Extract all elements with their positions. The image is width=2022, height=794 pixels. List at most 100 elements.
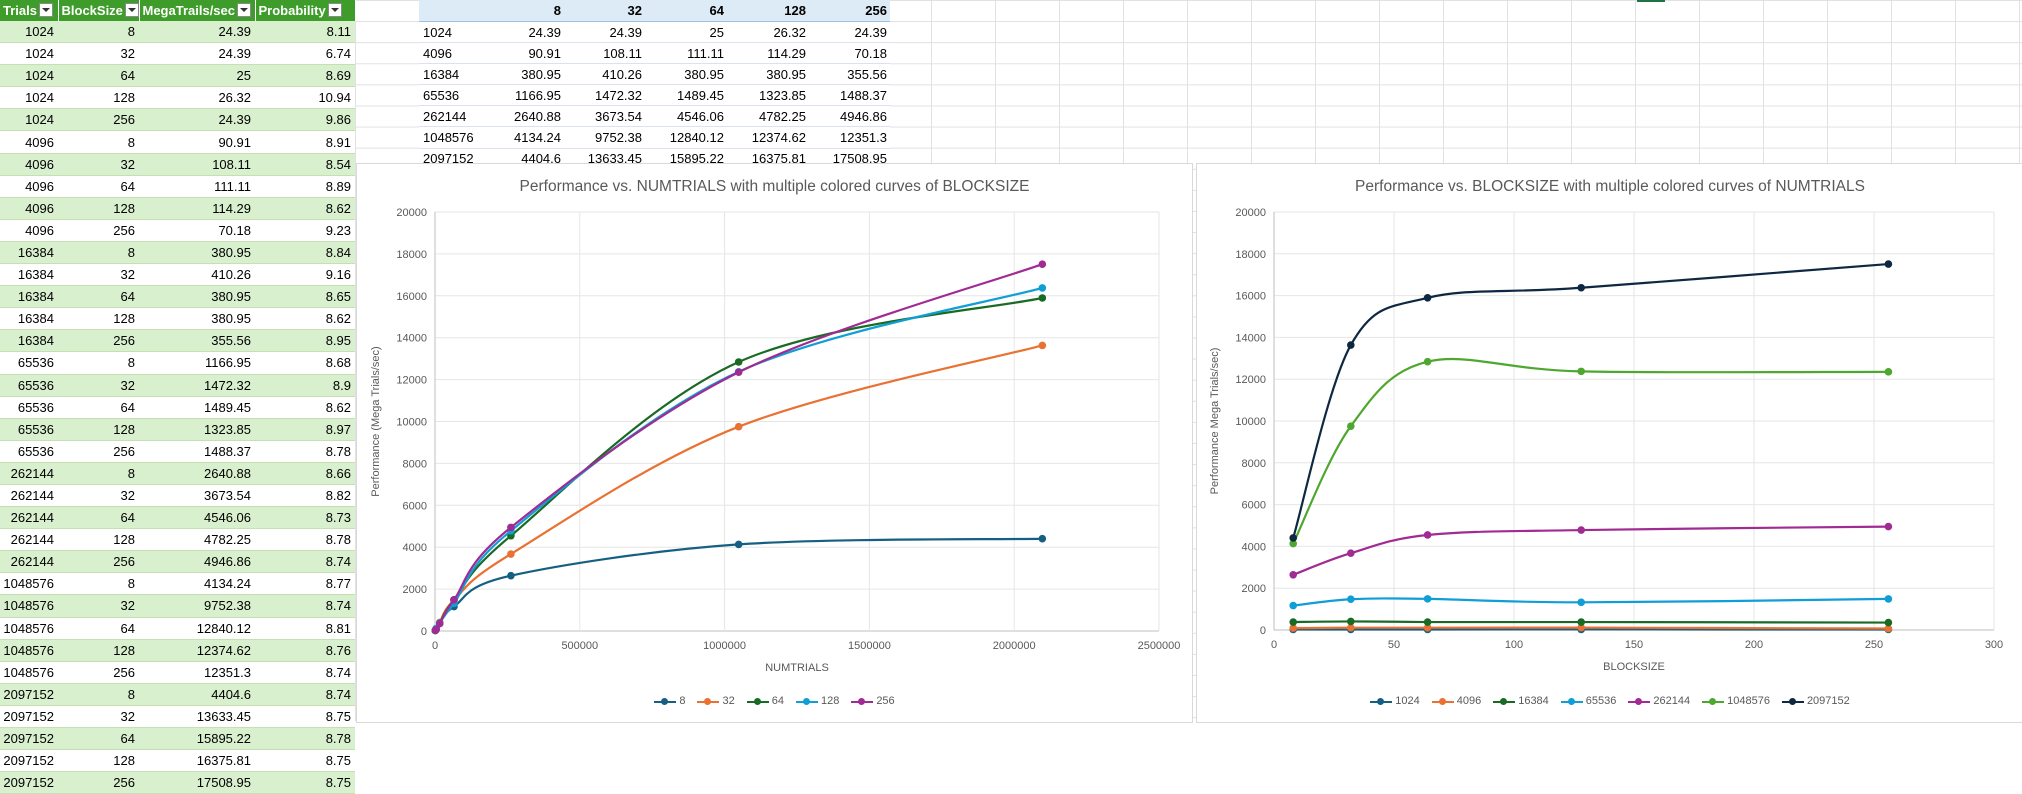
data-point[interactable]	[1347, 618, 1355, 626]
table-cell[interactable]: 8.73	[255, 507, 355, 529]
table-cell[interactable]: 8.11	[255, 21, 355, 43]
table-cell[interactable]: 64	[58, 728, 139, 750]
data-point[interactable]	[1347, 341, 1355, 349]
table-cell[interactable]: 8	[58, 241, 139, 263]
table-cell[interactable]: 8.62	[255, 308, 355, 330]
table-cell[interactable]: 114.29	[139, 197, 255, 219]
table-cell[interactable]: 64	[58, 65, 139, 87]
data-point[interactable]	[1424, 294, 1432, 302]
table-cell[interactable]: 1489.45	[139, 396, 255, 418]
series-line[interactable]	[435, 264, 1042, 630]
data-point[interactable]	[450, 596, 458, 604]
pivot-cell[interactable]: 70.18	[809, 43, 890, 64]
data-point[interactable]	[735, 358, 743, 366]
table-cell[interactable]: 256	[58, 440, 139, 462]
pivot-column-header[interactable]	[419, 0, 483, 22]
series-line[interactable]	[1293, 264, 1888, 538]
data-point[interactable]	[1424, 531, 1432, 539]
pivot-cell[interactable]: 4546.06	[645, 106, 727, 127]
filter-dropdown-icon[interactable]	[328, 3, 342, 17]
pivot-cell[interactable]: 1489.45	[645, 85, 727, 106]
legend-item[interactable]: 32	[697, 695, 734, 707]
pivot-cell[interactable]: 380.95	[727, 64, 809, 85]
table-cell[interactable]: 8.78	[255, 529, 355, 551]
data-point[interactable]	[1039, 535, 1047, 543]
table-cell[interactable]: 32	[58, 595, 139, 617]
pivot-cell[interactable]: 410.26	[564, 64, 645, 85]
data-point[interactable]	[1885, 595, 1893, 603]
table-cell[interactable]: 16375.81	[139, 750, 255, 772]
data-point[interactable]	[1885, 523, 1893, 531]
table-cell[interactable]: 25	[139, 65, 255, 87]
legend-item[interactable]: 64	[747, 695, 784, 707]
data-point[interactable]	[1885, 619, 1893, 627]
data-point[interactable]	[1885, 260, 1893, 268]
data-point[interactable]	[1039, 342, 1047, 350]
table-cell[interactable]: 16384	[0, 330, 58, 352]
pivot-cell[interactable]: 24.39	[483, 22, 564, 43]
pivot-cell[interactable]: 1323.85	[727, 85, 809, 106]
table-cell[interactable]: 17508.95	[139, 772, 255, 794]
table-cell[interactable]: 128	[58, 308, 139, 330]
pivot-row-header[interactable]: 4096	[419, 43, 483, 64]
table-cell[interactable]: 8.91	[255, 131, 355, 153]
table-cell[interactable]: 24.39	[139, 21, 255, 43]
legend-item[interactable]: 256	[851, 695, 894, 707]
chart-performance-vs-blocksize[interactable]: Performance vs. BLOCKSIZE with multiple …	[1196, 163, 2022, 723]
table-cell[interactable]: 4946.86	[139, 551, 255, 573]
data-point[interactable]	[1424, 595, 1432, 603]
pivot-row-header[interactable]: 16384	[419, 64, 483, 85]
data-point[interactable]	[735, 541, 743, 549]
column-header[interactable]: MegaTrails/sec	[139, 0, 255, 21]
table-cell[interactable]: 32	[58, 484, 139, 506]
table-cell[interactable]: 1048576	[0, 573, 58, 595]
table-cell[interactable]: 6.74	[255, 43, 355, 65]
table-cell[interactable]: 64	[58, 396, 139, 418]
table-cell[interactable]: 2097152	[0, 750, 58, 772]
table-cell[interactable]: 4096	[0, 175, 58, 197]
column-header[interactable]: BlockSize	[58, 0, 139, 21]
table-cell[interactable]: 1048576	[0, 661, 58, 683]
table-cell[interactable]: 90.91	[139, 131, 255, 153]
data-point[interactable]	[735, 423, 743, 431]
pivot-cell[interactable]: 355.56	[809, 64, 890, 85]
pivot-cell[interactable]: 1166.95	[483, 85, 564, 106]
table-cell[interactable]: 8	[58, 352, 139, 374]
table-cell[interactable]: 256	[58, 661, 139, 683]
table-cell[interactable]: 1024	[0, 21, 58, 43]
pivot-column-header[interactable]: 256	[809, 0, 890, 22]
pivot-row-header[interactable]: 262144	[419, 106, 483, 127]
legend-item[interactable]: 8	[654, 695, 685, 707]
filter-dropdown-icon[interactable]	[237, 3, 251, 17]
table-cell[interactable]: 1048576	[0, 639, 58, 661]
series-line[interactable]	[1293, 598, 1888, 605]
table-cell[interactable]: 65536	[0, 374, 58, 396]
table-cell[interactable]: 8.78	[255, 728, 355, 750]
table-cell[interactable]: 64	[58, 175, 139, 197]
data-point[interactable]	[1424, 358, 1432, 366]
filter-dropdown-icon[interactable]	[39, 3, 53, 17]
table-cell[interactable]: 262144	[0, 529, 58, 551]
table-cell[interactable]: 1323.85	[139, 418, 255, 440]
pivot-cell[interactable]: 114.29	[727, 43, 809, 64]
table-cell[interactable]: 70.18	[139, 219, 255, 241]
table-cell[interactable]: 4096	[0, 153, 58, 175]
table-cell[interactable]: 8.82	[255, 484, 355, 506]
table-cell[interactable]: 12351.3	[139, 661, 255, 683]
data-point[interactable]	[1039, 294, 1047, 302]
legend-item[interactable]: 4096	[1432, 695, 1481, 707]
table-cell[interactable]: 3673.54	[139, 484, 255, 506]
table-cell[interactable]: 1024	[0, 109, 58, 131]
data-point[interactable]	[1347, 549, 1355, 557]
pivot-cell[interactable]: 111.11	[645, 43, 727, 64]
table-cell[interactable]: 12840.12	[139, 617, 255, 639]
table-cell[interactable]: 8.69	[255, 65, 355, 87]
table-cell[interactable]: 355.56	[139, 330, 255, 352]
table-cell[interactable]: 8.74	[255, 683, 355, 705]
table-cell[interactable]: 8	[58, 131, 139, 153]
pivot-row-header[interactable]: 65536	[419, 85, 483, 106]
data-point[interactable]	[735, 368, 743, 376]
data-point[interactable]	[1289, 571, 1297, 579]
table-cell[interactable]: 256	[58, 551, 139, 573]
table-cell[interactable]: 1048576	[0, 617, 58, 639]
